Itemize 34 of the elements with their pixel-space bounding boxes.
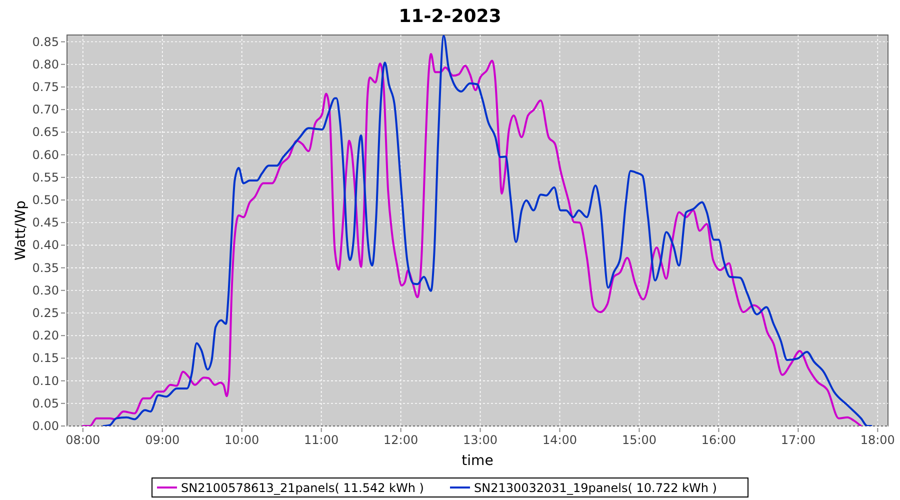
y-tick-label: 0.80	[32, 57, 59, 72]
y-tick-label: 0.20	[32, 328, 59, 343]
y-tick-label: 0.30	[32, 283, 59, 298]
y-tick-label: 0.25	[32, 306, 59, 320]
x-tick-label: 11:00	[304, 433, 339, 447]
y-tick-label: 0.70	[32, 102, 59, 117]
y-tick-label: 0.00	[32, 419, 59, 433]
y-tick-label: 0.60	[32, 148, 59, 162]
legend-label: SN2100578613_21panels( 11.542 kWh )	[181, 481, 424, 495]
y-tick-label: 0.35	[32, 260, 59, 275]
y-tick-label: 0.05	[32, 396, 59, 410]
x-tick-label: 16:00	[701, 433, 736, 447]
y-tick-label: 0.65	[32, 125, 59, 140]
x-tick-label: 13:00	[462, 433, 498, 447]
y-tick-label: 0.75	[32, 80, 59, 94]
x-tick-label: 17:00	[780, 433, 816, 447]
y-tick-label: 0.15	[32, 351, 59, 366]
y-tick-label: 0.10	[32, 374, 59, 388]
y-tick-label: 0.85	[32, 34, 59, 49]
x-tick-label: 09:00	[145, 433, 180, 447]
chart-title: 11-2-2023	[398, 6, 502, 27]
y-tick-label: 0.45	[32, 216, 59, 230]
y-axis-title: Watt/Wp	[13, 200, 29, 260]
x-tick-label: 18:00	[860, 433, 895, 447]
legend-label: SN2130032031_19panels( 10.722 kWh )	[474, 481, 717, 495]
x-tick-label: 15:00	[622, 433, 657, 447]
y-tick-label: 0.55	[32, 170, 59, 184]
x-tick-label: 12:00	[384, 433, 418, 447]
x-tick-label: 14:00	[542, 433, 578, 447]
x-tick-label: 08:00	[66, 433, 100, 447]
y-tick-label: 0.40	[32, 238, 59, 252]
x-axis-title: time	[462, 453, 494, 469]
x-tick-label: 10:00	[224, 433, 260, 447]
y-tick-label: 0.50	[32, 192, 59, 207]
